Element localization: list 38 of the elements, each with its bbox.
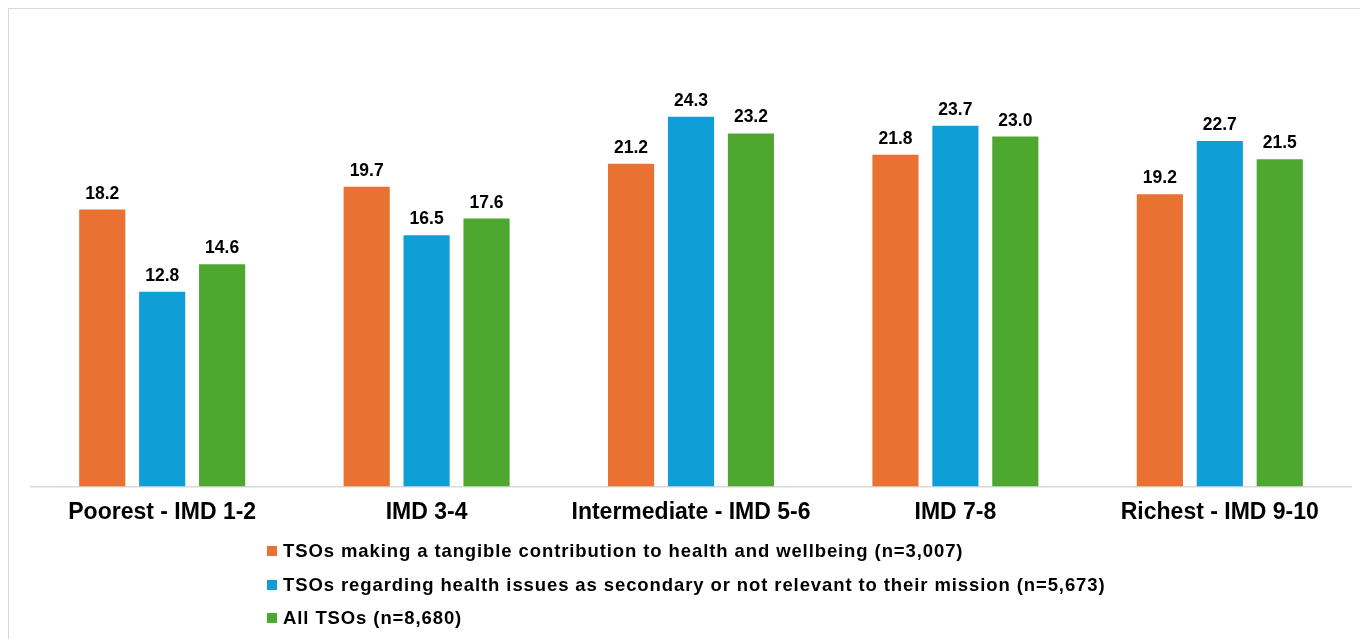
- data-label: 23.2: [733, 106, 769, 127]
- data-label: 24.3: [673, 89, 709, 110]
- bar: [1196, 141, 1243, 487]
- data-label: 14.6: [205, 237, 240, 258]
- bar: [727, 133, 774, 487]
- bar: [667, 116, 715, 487]
- bar: [79, 209, 126, 487]
- legend-label: TSOs making a tangible contribution to health and wellbeing (n=3,007): [283, 539, 964, 562]
- data-label: 18.2: [85, 182, 120, 203]
- data-label: 23.0: [998, 109, 1033, 130]
- x-tick-label: IMD 7-8: [914, 497, 997, 524]
- data-label: 12.8: [145, 264, 180, 285]
- data-label: 16.5: [409, 208, 444, 229]
- x-tick-label: Poorest - IMD 1-2: [68, 497, 257, 524]
- data-label: 21.2: [614, 136, 649, 157]
- bar: [992, 136, 1039, 487]
- bar: [343, 186, 390, 487]
- bar: [608, 163, 655, 487]
- bar: [463, 218, 510, 487]
- bar: [139, 291, 186, 487]
- data-label: 19.7: [349, 159, 384, 180]
- bar: [1136, 194, 1183, 487]
- data-label: 22.7: [1202, 114, 1237, 135]
- x-tick-label: Intermediate - IMD 5-6: [571, 497, 811, 524]
- bar: [932, 125, 979, 487]
- data-label: 21.8: [878, 127, 913, 148]
- bar: [1256, 159, 1303, 487]
- legend-label: All TSOs (n=8,680): [283, 607, 463, 630]
- x-tick-label: Richest - IMD 9-10: [1120, 497, 1319, 524]
- bar: [872, 154, 919, 487]
- legend-label: TSOs regarding health issues as secondary or not relevant to their mission (n=5,673): [283, 573, 1106, 596]
- data-label: 21.5: [1262, 132, 1298, 153]
- data-label: 19.2: [1142, 167, 1178, 188]
- bar: [199, 264, 246, 487]
- bar: [403, 235, 450, 487]
- data-label: 17.6: [469, 191, 504, 212]
- data-label: 23.7: [938, 98, 973, 119]
- x-tick-label: IMD 3-4: [385, 497, 468, 524]
